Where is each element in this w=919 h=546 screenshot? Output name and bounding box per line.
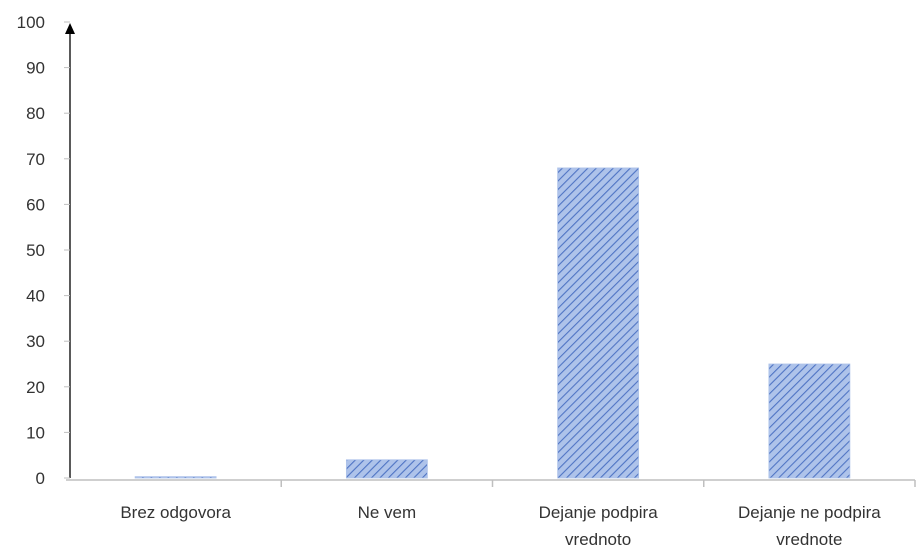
y-tick-labels: 0 10 20 30 40 50 60 70 80 90 100 xyxy=(17,13,70,488)
y-tick-label: 10 xyxy=(26,423,45,442)
y-tick-label: 20 xyxy=(26,378,45,397)
x-category-label: Dejanje podpira vrednoto xyxy=(539,503,659,546)
bars xyxy=(135,168,850,478)
x-category-labels: Brez odgovora Ne vem Dejanje podpira vredno… xyxy=(120,503,881,546)
x-category-label-line: Ne vem xyxy=(358,503,417,522)
y-tick-label: 0 xyxy=(36,469,45,488)
y-tick-label: 60 xyxy=(26,195,45,214)
x-category-label: Ne vem xyxy=(358,503,417,522)
x-category-label: Dejanje ne podpira vrednote xyxy=(738,503,881,546)
y-tick-label: 100 xyxy=(17,13,45,32)
y-tick-label: 90 xyxy=(26,59,45,78)
x-category-label-line: Dejanje ne podpira xyxy=(738,503,881,522)
x-category-label-line: Dejanje podpira xyxy=(539,503,659,522)
bar xyxy=(769,364,850,478)
bar xyxy=(135,477,216,478)
y-tick-label: 40 xyxy=(26,287,45,306)
y-tick-label: 50 xyxy=(26,241,45,260)
x-category-label-line: Brez odgovora xyxy=(120,503,231,522)
bar xyxy=(346,460,427,478)
y-tick-label: 80 xyxy=(26,104,45,123)
y-axis-arrow-icon xyxy=(65,23,75,34)
bar xyxy=(558,168,639,478)
x-axis xyxy=(66,480,915,487)
y-tick-label: 30 xyxy=(26,332,45,351)
x-category-label: Brez odgovora xyxy=(120,503,231,522)
y-tick-label: 70 xyxy=(26,150,45,169)
x-category-label-line: vrednoto xyxy=(565,530,631,546)
x-category-label-line: vrednote xyxy=(776,530,842,546)
